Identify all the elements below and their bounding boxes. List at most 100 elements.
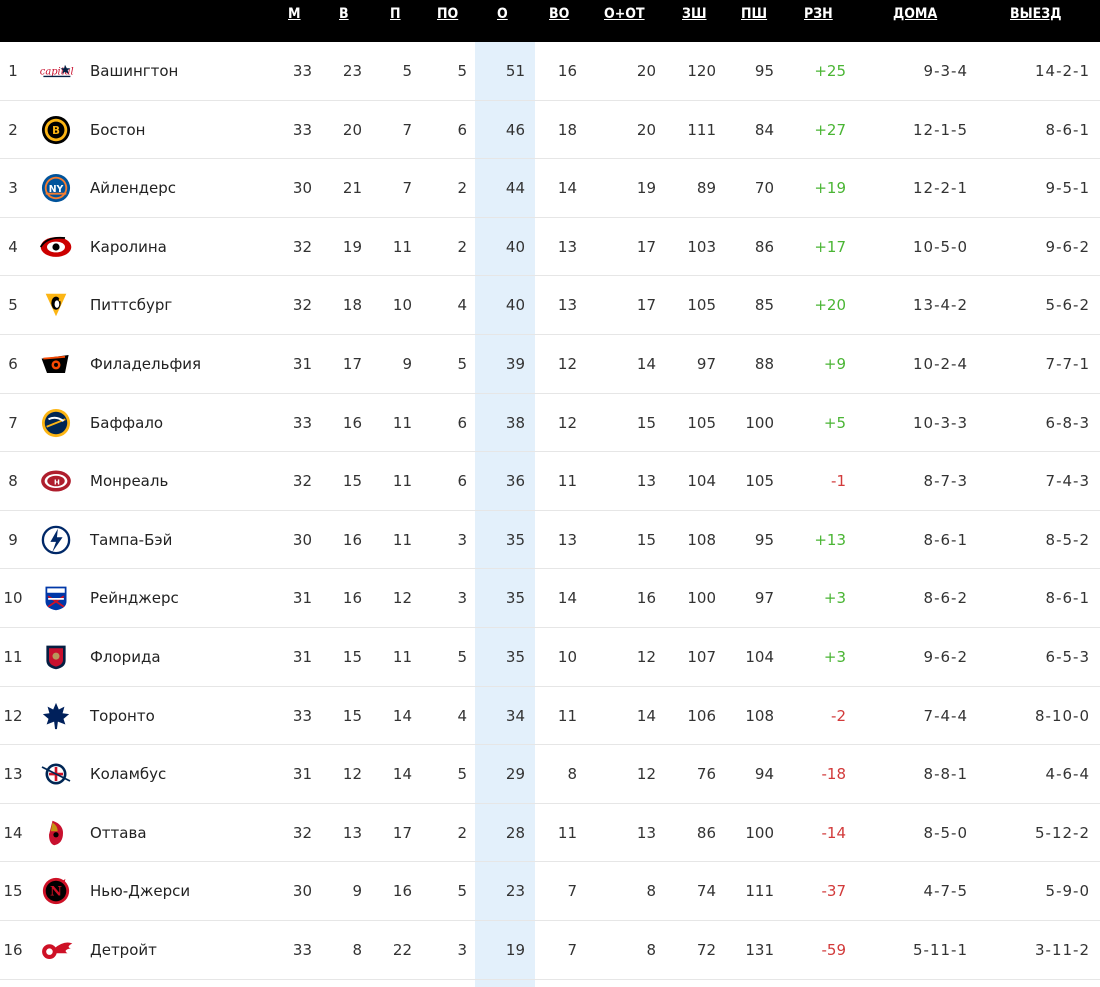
team-name-link[interactable]: Нью-Джерси [90, 882, 191, 901]
table-row[interactable]: 15 N Нью-Джерси 30 9 16 5 23 7 8 74 111 -37 4-7-5 5-9-… [0, 862, 1100, 921]
cell-rw: 12 [557, 354, 577, 373]
cell-row: 13 [636, 823, 656, 842]
red-wings-logo-icon[interactable] [38, 921, 74, 979]
team-name-link[interactable]: Филадельфия [90, 354, 202, 373]
lightning-logo-icon[interactable] [38, 511, 74, 569]
cell-pts: 35 [505, 647, 525, 666]
table-row[interactable]: 11 Флорида 31 15 11 5 35 10 12 107 104 +3 9-6-2 6-5-3 [0, 628, 1100, 687]
panthers-logo-icon[interactable] [38, 628, 74, 686]
devils-logo-icon[interactable]: N [38, 862, 74, 920]
cell-ga: 131 [745, 940, 774, 959]
table-row[interactable]: 6 Филадельфия 31 17 9 5 39 12 14 97 88 +9 10-2-4 7-7-… [0, 335, 1100, 394]
table-row[interactable]: 4 Каролина 32 19 11 2 40 13 17 103 86 +17 10-5-0 9-6-… [0, 218, 1100, 277]
team-name-link[interactable]: Монреаль [90, 472, 169, 491]
team-rank: 8 [8, 472, 18, 491]
cell-w: 9 [352, 882, 362, 901]
cell-away: 8-5-2 [1045, 530, 1090, 549]
team-name-link[interactable]: Тампа-Бэй [90, 530, 173, 549]
cell-away: 7-7-1 [1045, 354, 1090, 373]
cell-gf: 108 [687, 530, 716, 549]
table-row[interactable]: 2 B Бостон 33 20 7 6 46 18 20 111 84 +27 12-1-5 8-6-1 [0, 101, 1100, 160]
table-row[interactable]: 9 Тампа-Бэй 30 16 11 3 35 13 15 108 95 +13 8-6-1 8-5-… [0, 511, 1100, 570]
column-header-rw[interactable]: ВО [549, 6, 570, 22]
column-header-diff[interactable]: РЗН [804, 6, 833, 22]
cell-pts: 23 [505, 882, 525, 901]
cell-gf: 104 [687, 472, 716, 491]
cell-away: 6-8-3 [1045, 413, 1090, 432]
cell-l: 11 [392, 472, 412, 491]
cell-l: 12 [392, 589, 412, 608]
cell-rw: 11 [557, 706, 577, 725]
cell-otl: 2 [457, 823, 467, 842]
column-header-l[interactable]: П [390, 6, 401, 22]
cell-ga: 88 [754, 354, 774, 373]
team-name-link[interactable]: Рейнджерс [90, 589, 179, 608]
column-header-otl[interactable]: ПО [437, 6, 459, 22]
capitals-logo-icon[interactable]: capitals [38, 42, 74, 100]
column-header-ga[interactable]: ПШ [741, 6, 768, 22]
cell-w: 15 [342, 472, 362, 491]
bruins-logo-icon[interactable]: B [38, 101, 74, 159]
cell-row: 8 [646, 940, 656, 959]
table-row[interactable]: 16 Детройт 33 8 22 3 19 7 8 72 131 -59 5-11-1 3-11-2 [0, 921, 1100, 980]
cell-w: 19 [342, 237, 362, 256]
cell-away: 5-9-0 [1045, 882, 1090, 901]
flyers-logo-icon[interactable] [38, 335, 74, 393]
canadiens-logo-icon[interactable]: H [38, 452, 74, 510]
team-name-link[interactable]: Бостон [90, 120, 146, 139]
team-name-link[interactable]: Торонто [90, 706, 155, 725]
column-header-away[interactable]: ВЫЕЗД [1010, 6, 1062, 22]
table-row[interactable]: 1 capitals Вашингтон 33 23 5 5 51 16 20 120 95 +25 9-… [0, 42, 1100, 101]
blue-jackets-logo-icon[interactable] [38, 745, 74, 803]
cell-pts: 51 [505, 62, 525, 80]
islanders-logo-icon[interactable]: NY [38, 159, 74, 217]
team-name-link[interactable]: Айлендерс [90, 179, 177, 198]
team-name-link[interactable]: Коламбус [90, 765, 167, 784]
rangers-logo-icon[interactable] [38, 569, 74, 627]
maple-leafs-logo-icon[interactable] [38, 687, 74, 745]
cell-home: 5-11-1 [913, 940, 968, 959]
cell-ga: 104 [745, 647, 774, 666]
table-row[interactable]: 10 Рейнджерс 31 16 12 3 35 14 16 100 97 +3 8-6-2 8-6-… [0, 569, 1100, 628]
cell-diff: +3 [823, 589, 846, 608]
column-header-gf[interactable]: ЗШ [682, 6, 707, 22]
column-header-home[interactable]: ДОМА [893, 6, 938, 22]
column-header-gp[interactable]: М [288, 6, 301, 22]
table-row[interactable]: 7 Баффало 33 16 11 6 38 12 15 105 100 +5 10-3-3 6-8-3 [0, 394, 1100, 453]
cell-w: 12 [342, 765, 362, 784]
table-row[interactable]: 8 H Монреаль 32 15 11 6 36 11 13 104 105 -1 8-7-3 7-4-… [0, 452, 1100, 511]
table-row[interactable]: 13 Коламбус 31 12 14 5 29 8 12 76 94 -18 8-8-1 4-6-4 [0, 745, 1100, 804]
penguins-logo-icon[interactable] [38, 276, 74, 334]
cell-away: 5-12-2 [1035, 823, 1090, 842]
team-rank: 2 [8, 120, 18, 139]
cell-w: 15 [342, 647, 362, 666]
cell-diff: -59 [821, 940, 847, 959]
team-name-link[interactable]: Каролина [90, 237, 167, 256]
cell-pts: 39 [505, 354, 525, 373]
team-name-link[interactable]: Вашингтон [90, 62, 179, 80]
table-row[interactable]: 12 Торонто 33 15 14 4 34 11 14 106 108 -2 7-4-4 8-10-… [0, 687, 1100, 746]
cell-l: 7 [402, 179, 412, 198]
team-name-link[interactable]: Детройт [90, 940, 157, 959]
cell-rw: 18 [557, 120, 577, 139]
table-row[interactable]: 14 Оттава 32 13 17 2 28 11 13 86 100 -14 8-5-0 5-12-2 [0, 804, 1100, 863]
sabres-logo-icon[interactable] [38, 394, 74, 452]
cell-home: 8-6-2 [923, 589, 968, 608]
column-header-w[interactable]: В [339, 6, 349, 22]
team-name-link[interactable]: Флорида [90, 647, 161, 666]
table-row[interactable]: 5 Питтсбург 32 18 10 4 40 13 17 105 85 +20 13-4-2 5-6… [0, 276, 1100, 335]
cell-home: 12-1-5 [913, 120, 968, 139]
column-header-pts[interactable]: О [497, 6, 508, 22]
table-row[interactable]: 3 NY Айлендерс 30 21 7 2 44 14 19 89 70 +19 12-2-1 9-5… [0, 159, 1100, 218]
cell-rw: 16 [557, 62, 577, 80]
hurricanes-logo-icon[interactable] [38, 218, 74, 276]
cell-gf: 105 [687, 296, 716, 315]
column-header-row[interactable]: О+ОТ [604, 6, 645, 22]
cell-ga: 86 [754, 237, 774, 256]
team-name-link[interactable]: Питтсбург [90, 296, 173, 315]
cell-row: 20 [636, 120, 656, 139]
senators-logo-icon[interactable] [38, 804, 74, 862]
team-name-link[interactable]: Баффало [90, 413, 164, 432]
cell-gp: 30 [292, 530, 312, 549]
team-name-link[interactable]: Оттава [90, 823, 147, 842]
